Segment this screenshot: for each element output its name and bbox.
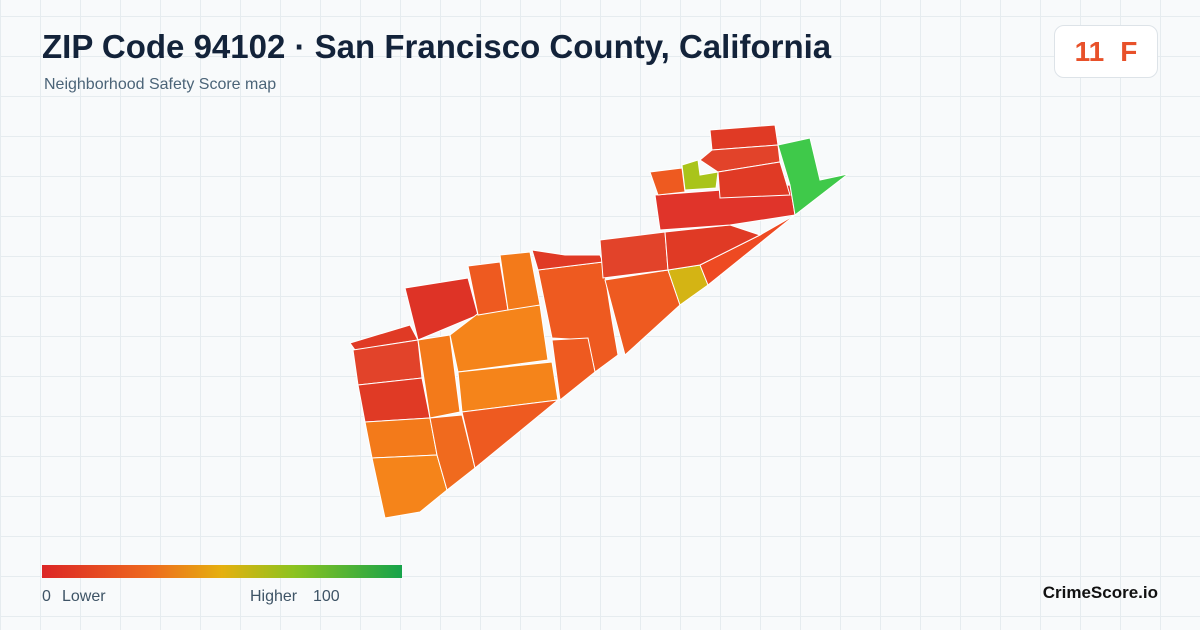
- score-value: 11: [1074, 35, 1105, 67]
- legend-min-label: Lower: [62, 588, 106, 605]
- title: ZIP Code 94102 · San Francisco County, C…: [42, 28, 832, 65]
- block: [429, 414, 476, 491]
- block: [417, 334, 461, 419]
- block: [551, 337, 596, 401]
- block: [717, 161, 791, 199]
- block: [599, 231, 669, 279]
- legend-min: 0: [42, 588, 51, 605]
- block: [777, 137, 849, 216]
- block: [649, 167, 686, 196]
- legend-max-label: Higher: [250, 588, 298, 605]
- block: [699, 144, 781, 173]
- block: [357, 377, 431, 423]
- legend-gradient: [42, 565, 402, 578]
- score-badge: 11 F: [1054, 25, 1158, 78]
- block: [364, 417, 438, 459]
- block: [449, 304, 549, 373]
- subtitle: Neighborhood Safety Score map: [44, 76, 277, 93]
- block: [371, 454, 448, 519]
- zip-area: [349, 124, 849, 519]
- block: [461, 399, 560, 469]
- brand: CrimeScore.io: [1042, 583, 1158, 602]
- legend-max: 100: [313, 588, 340, 605]
- block: [499, 251, 541, 311]
- score-grade: F: [1120, 35, 1138, 67]
